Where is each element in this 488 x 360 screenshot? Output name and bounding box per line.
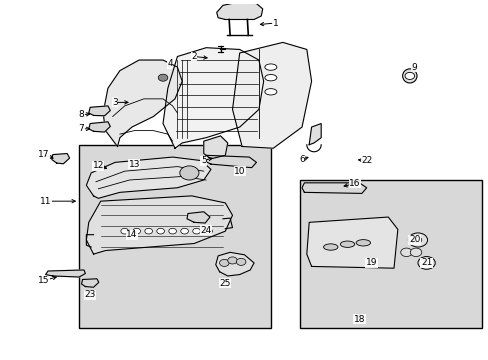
Polygon shape (306, 217, 397, 268)
Circle shape (192, 228, 200, 234)
Polygon shape (103, 60, 182, 147)
Text: 8: 8 (79, 110, 84, 119)
Circle shape (157, 228, 164, 234)
Circle shape (409, 248, 421, 257)
Text: 21: 21 (420, 258, 431, 267)
Polygon shape (81, 279, 99, 287)
Text: 23: 23 (84, 290, 96, 299)
Text: 12: 12 (92, 161, 104, 170)
Bar (299, 180, 481, 328)
Text: 5: 5 (201, 156, 206, 165)
Polygon shape (203, 155, 256, 168)
Text: 22: 22 (360, 156, 371, 165)
Circle shape (236, 258, 245, 265)
Circle shape (181, 228, 188, 234)
Polygon shape (89, 106, 110, 116)
Circle shape (413, 237, 421, 243)
Polygon shape (86, 196, 232, 254)
Polygon shape (86, 157, 210, 198)
Polygon shape (89, 122, 110, 132)
Polygon shape (308, 123, 321, 145)
Text: 20: 20 (408, 235, 420, 244)
Text: 14: 14 (126, 230, 137, 239)
Polygon shape (302, 183, 366, 193)
Text: 16: 16 (348, 179, 360, 188)
Polygon shape (232, 42, 311, 148)
Circle shape (144, 228, 152, 234)
Text: 19: 19 (365, 258, 376, 267)
Text: 17: 17 (39, 150, 50, 159)
Circle shape (227, 257, 237, 264)
Circle shape (404, 72, 414, 80)
Text: 15: 15 (39, 276, 50, 285)
Text: 10: 10 (233, 167, 245, 176)
Text: 9: 9 (411, 63, 417, 72)
Text: 25: 25 (219, 279, 230, 288)
Polygon shape (163, 48, 263, 148)
Text: 7: 7 (79, 124, 84, 133)
Polygon shape (216, 2, 262, 19)
Circle shape (180, 166, 199, 180)
Circle shape (168, 228, 176, 234)
Bar (79, 145, 270, 328)
Circle shape (121, 228, 128, 234)
Polygon shape (45, 270, 85, 277)
Polygon shape (52, 154, 69, 164)
Circle shape (133, 228, 140, 234)
Text: 6: 6 (299, 155, 304, 164)
Text: 18: 18 (353, 315, 365, 324)
Text: 11: 11 (40, 197, 51, 206)
Text: 2: 2 (191, 52, 197, 61)
Text: 13: 13 (128, 159, 140, 168)
Text: 4: 4 (167, 59, 173, 68)
Circle shape (417, 257, 434, 269)
Ellipse shape (323, 244, 337, 250)
Text: 3: 3 (112, 98, 118, 107)
Ellipse shape (402, 69, 416, 83)
Ellipse shape (340, 241, 354, 247)
Circle shape (158, 74, 167, 81)
Polygon shape (215, 252, 254, 276)
Circle shape (204, 228, 212, 234)
Polygon shape (203, 136, 227, 159)
Circle shape (219, 259, 229, 266)
Ellipse shape (355, 240, 370, 246)
Circle shape (400, 248, 411, 257)
Ellipse shape (264, 64, 276, 70)
Text: 1: 1 (272, 18, 278, 27)
Circle shape (407, 233, 427, 247)
Ellipse shape (264, 75, 276, 81)
Polygon shape (186, 212, 209, 223)
Text: 24: 24 (200, 226, 211, 235)
Ellipse shape (264, 89, 276, 95)
